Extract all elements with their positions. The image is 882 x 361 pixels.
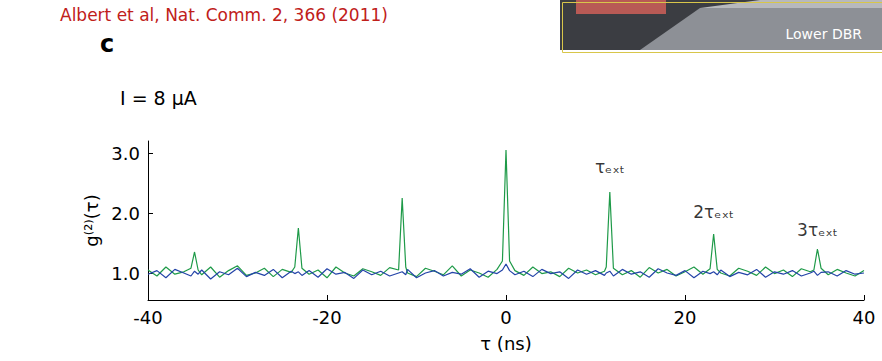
svg-text:g⁽²⁾(τ): g⁽²⁾(τ) xyxy=(81,194,102,246)
svg-text:2.0: 2.0 xyxy=(111,203,140,224)
svg-text:τₑₓₜ: τₑₓₜ xyxy=(595,157,625,177)
svg-text:c: c xyxy=(100,30,114,58)
svg-text:0: 0 xyxy=(500,307,511,328)
svg-text:3τₑₓₜ: 3τₑₓₜ xyxy=(797,220,838,240)
svg-text:-20: -20 xyxy=(312,307,341,328)
svg-text:2τₑₓₜ: 2τₑₓₜ xyxy=(693,202,734,222)
svg-text:I = 8 μA: I = 8 μA xyxy=(120,87,197,109)
svg-text:1.0: 1.0 xyxy=(111,263,140,284)
svg-text:-40: -40 xyxy=(133,307,162,328)
svg-text:Albert et al, Nat. Comm. 2, 36: Albert et al, Nat. Comm. 2, 366 (2011) xyxy=(60,5,388,25)
svg-text:20: 20 xyxy=(674,307,697,328)
svg-text:Lower DBR: Lower DBR xyxy=(785,26,862,42)
svg-text:3.0: 3.0 xyxy=(111,143,140,164)
svg-text:40: 40 xyxy=(853,307,876,328)
svg-text:τ (ns): τ (ns) xyxy=(480,333,531,354)
